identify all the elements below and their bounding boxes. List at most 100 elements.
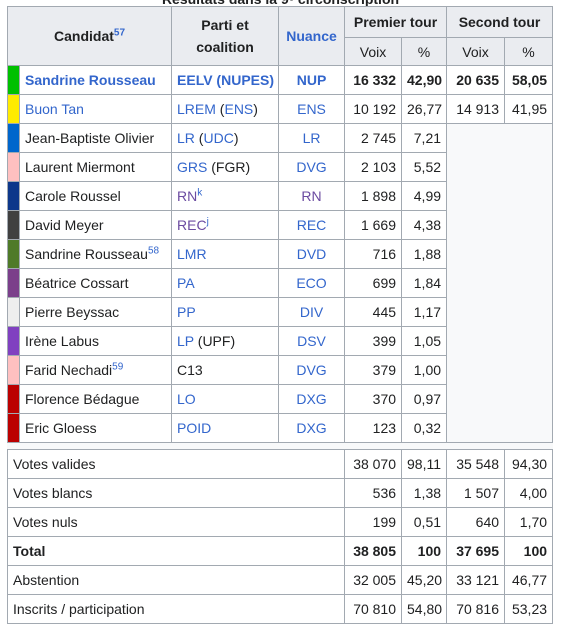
candidate-name-cell: Florence Bédague — [18, 384, 173, 414]
party-color-swatch — [7, 210, 20, 240]
voix-tour-1: 716 — [344, 239, 403, 269]
header-nuance[interactable]: Nuance — [278, 6, 346, 66]
voix-tour-2: 20 635 — [446, 65, 506, 95]
party-ref[interactable]: j — [206, 216, 209, 228]
summary-pct-1: 98,11 — [401, 449, 448, 479]
candidate-ref[interactable]: 59 — [112, 361, 124, 373]
pct-tour-1: 7,21 — [401, 123, 448, 153]
party-name[interactable]: EELV — [177, 72, 213, 88]
party-name: C13 — [177, 362, 203, 378]
summary-pct-2: 94,30 — [504, 449, 554, 479]
summary-voix-2: 640 — [446, 507, 506, 537]
party-name[interactable]: LO — [177, 391, 196, 407]
party-name[interactable]: RN — [177, 188, 198, 204]
summary-pct-1: 100 — [401, 536, 448, 566]
summary-voix-2: 33 121 — [446, 565, 506, 595]
candidate-name-cell: Sandrine Rousseau58 — [18, 239, 173, 269]
party-color-swatch — [7, 152, 20, 182]
voix-tour-1: 399 — [344, 326, 403, 356]
summary-voix-2: 37 695 — [446, 536, 506, 566]
party-cell: GRS (FGR) — [171, 152, 280, 182]
party-name[interactable]: LREM — [177, 101, 216, 117]
party-paren: (UPF) — [193, 333, 236, 349]
nuance-code[interactable]: DVG — [296, 362, 327, 378]
summary-voix-1: 536 — [344, 478, 403, 508]
summary-row: Abstention 32 005 45,20 33 121 46,77 — [6, 565, 554, 595]
voix-tour-1: 1 669 — [344, 210, 403, 240]
nuance-code[interactable]: DIV — [299, 304, 324, 320]
party-name[interactable]: PA — [177, 275, 195, 291]
header-second-tour: Second tour — [446, 6, 554, 38]
summary-row: Votes valides 38 070 98,11 35 548 94,30 — [6, 449, 554, 479]
header-voix-1: Voix — [344, 37, 403, 66]
nuance-cell: NUP — [278, 65, 346, 95]
coalition-name[interactable]: NUPES — [221, 72, 270, 88]
candidate-ref[interactable]: 58 — [147, 245, 160, 257]
candidate-name-cell: Carole Roussel — [18, 181, 173, 211]
party-ref[interactable]: k — [197, 187, 203, 199]
nuance-code[interactable]: DVD — [296, 246, 327, 262]
candidate-row: Jean-Baptiste Olivier LR (UDC) LR 2 745 7,21 — [7, 123, 554, 443]
nuance-code[interactable]: DXG — [296, 420, 327, 436]
candidate-name: Eric Gloess — [25, 420, 97, 436]
party-cell: EELV (NUPES) — [171, 65, 280, 95]
candidate-name: Florence Bédague — [25, 391, 140, 407]
party-cell: LR (UDC) — [171, 123, 280, 153]
pct-tour-1: 1,88 — [401, 239, 448, 269]
nuance-cell: ENS — [278, 94, 346, 124]
candidate-name[interactable]: Buon Tan — [25, 101, 84, 117]
candidate-name: Carole Roussel — [25, 188, 121, 204]
voix-tour-1: 10 192 — [344, 94, 403, 124]
party-color-swatch — [7, 123, 20, 153]
nuance-code[interactable]: REC — [296, 217, 327, 233]
summary-voix-1: 38 805 — [344, 536, 403, 566]
summary-pct-2: 1,70 — [504, 507, 554, 537]
party-paren: ( — [212, 72, 222, 88]
nuance-code[interactable]: ECO — [296, 275, 327, 291]
coalition-name[interactable]: UDC — [203, 130, 234, 146]
nuance-code[interactable]: NUP — [296, 72, 327, 88]
nuance-code[interactable]: DXG — [296, 391, 327, 407]
candidate-name-cell: Béatrice Cossart — [18, 268, 173, 298]
candidate-name-cell: Eric Gloess — [18, 413, 173, 443]
voix-tour-1: 370 — [344, 384, 403, 414]
coalition-name[interactable]: ENS — [224, 101, 254, 117]
candidate-name: David Meyer — [25, 217, 104, 233]
party-name[interactable]: LMR — [177, 246, 207, 262]
nuance-code[interactable]: DSV — [297, 333, 326, 349]
party-name[interactable]: GRS — [177, 159, 208, 175]
candidate-name-cell: Jean-Baptiste Olivier — [18, 123, 173, 153]
party-cell: LREM (ENS) — [171, 94, 280, 124]
nuance-cell: DXG — [278, 384, 346, 414]
candidate-row: Farid Nechadi59 C13 DVG 379 1,00 — [7, 355, 553, 385]
party-name[interactable]: LP — [177, 333, 194, 349]
section-gap — [7, 442, 553, 450]
party-name[interactable]: LR — [177, 130, 195, 146]
candidate-row: Béatrice Cossart PA ECO 699 1,84 — [7, 268, 553, 298]
nuance-code[interactable]: ENS — [297, 101, 326, 117]
nuance-code[interactable]: RN — [301, 188, 322, 204]
voix-tour-1: 2 103 — [344, 152, 403, 182]
candidate-name: Pierre Beyssac — [25, 304, 120, 320]
nuance-cell: ECO — [278, 268, 346, 298]
summary-pct-1: 0,51 — [401, 507, 448, 537]
voix-tour-2: 14 913 — [446, 94, 506, 124]
summary-pct-1: 45,20 — [401, 565, 448, 595]
candidate-row: Sandrine Rousseau58 LMR DVD 716 1,88 — [7, 239, 553, 269]
candidate-name[interactable]: Sandrine Rousseau — [25, 72, 156, 88]
nuance-cell: REC — [278, 210, 346, 240]
pct-tour-1: 42,90 — [401, 65, 448, 95]
nuance-code[interactable]: LR — [302, 130, 321, 146]
candidate-row: Pierre Beyssac PP DIV 445 1,17 — [7, 297, 553, 327]
party-name[interactable]: PP — [177, 304, 196, 320]
summary-pct-1: 1,38 — [401, 478, 448, 508]
party-name[interactable]: POID — [177, 420, 212, 436]
summary-row: Inscrits / participation 70 810 54,80 70 81… — [6, 594, 554, 624]
party-cell: PP — [171, 297, 280, 327]
candidate-name-cell: Laurent Miermont — [18, 152, 173, 182]
party-name[interactable]: REC — [177, 217, 207, 233]
candidate-row: Eric Gloess POID DXG 123 0,32 — [7, 413, 553, 443]
header-pct-1: % — [401, 37, 448, 66]
header-candidat-ref[interactable]: 57 — [113, 27, 126, 39]
nuance-code[interactable]: DVG — [296, 159, 327, 175]
